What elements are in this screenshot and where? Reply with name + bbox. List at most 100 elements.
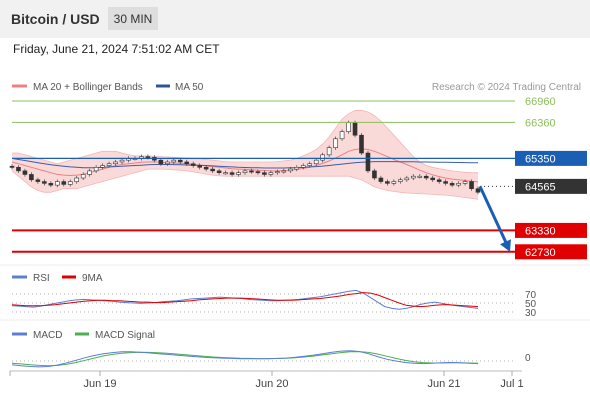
- candle-body: [171, 159, 177, 163]
- level-label-63330: 63330: [525, 225, 556, 237]
- candle-body: [48, 183, 54, 186]
- candle-body: [255, 171, 261, 174]
- price-legend: MA 20 + Bollinger Bands MA 50 Research ©…: [12, 82, 581, 93]
- level-tag-64565: [515, 178, 587, 194]
- x-axis: Jun 19 Jun 20 Jun 21 Jul 1: [9, 370, 524, 390]
- candle-body: [326, 147, 332, 156]
- level-tag-65350: [515, 150, 587, 166]
- candle-body: [404, 177, 410, 181]
- candle-body: [249, 170, 254, 173]
- ma20-legend-label: MA 20 + Bollinger Bands: [33, 82, 143, 93]
- candle-body: [469, 181, 474, 189]
- level-tag-63330: [515, 222, 587, 238]
- timeframe-button[interactable]: 30 MIN: [108, 7, 158, 30]
- candle-body: [262, 172, 267, 175]
- rsi-9ma-line: [11, 292, 479, 308]
- rsi-line: [11, 289, 479, 310]
- candle-body: [203, 167, 209, 170]
- candle-body: [456, 183, 461, 186]
- candle-body: [87, 170, 92, 175]
- candle-body: [210, 168, 215, 172]
- candle-body: [385, 181, 390, 184]
- candle-body: [158, 159, 164, 165]
- level-label-65350: 65350: [525, 153, 556, 165]
- candle-body: [236, 172, 241, 175]
- candle-body: [184, 161, 190, 165]
- bollinger-lower-line: [11, 168, 479, 200]
- bollinger-band: [12, 110, 478, 200]
- candle-body: [443, 181, 448, 184]
- candle-body: [378, 177, 384, 182]
- candle-body: [333, 138, 338, 148]
- level-label-66960: 66960: [525, 96, 556, 108]
- timestamp: Friday, June 21, 2024 7:51:02 AM CET: [13, 42, 220, 56]
- candle-body: [67, 181, 73, 185]
- macd-legend: MACD MACD Signal: [12, 330, 155, 341]
- candle-body: [462, 181, 468, 184]
- candle-body: [16, 167, 21, 172]
- macd-line: [11, 350, 479, 368]
- x-tick-label: Jun 21: [427, 378, 460, 390]
- candle-body: [307, 163, 313, 166]
- candle-body: [74, 177, 80, 182]
- candle-body: [320, 154, 325, 161]
- candle-body: [410, 175, 416, 179]
- level-label-62730: 62730: [525, 247, 556, 259]
- candle-body: [275, 171, 280, 174]
- candle-body: [223, 172, 228, 175]
- candle-body: [346, 122, 351, 132]
- candle-body: [475, 188, 481, 193]
- page-title: Bitcoin / USD: [11, 11, 100, 27]
- x-tick-label: Jul 1: [500, 378, 523, 390]
- candle-body: [391, 181, 397, 184]
- header-bar: Bitcoin / USD 30 MIN: [0, 0, 590, 38]
- macd-signal-legend-label: MACD Signal: [95, 330, 155, 341]
- ma50-line: [11, 157, 478, 169]
- macd-legend-label: MACD: [33, 330, 62, 341]
- rsi-level-label-30: 30: [525, 308, 537, 319]
- candle-body: [165, 161, 170, 165]
- candle-body: [216, 170, 222, 173]
- candle-body: [106, 163, 112, 166]
- forecast-arrow-head: [500, 239, 511, 252]
- x-tick-label: Jun 20: [255, 378, 288, 390]
- level-label-66360: 66360: [525, 117, 556, 129]
- candle-body: [398, 179, 403, 182]
- candle-body: [9, 165, 15, 168]
- candle-body: [93, 167, 99, 172]
- candle-body: [42, 181, 47, 184]
- candle-body: [80, 174, 86, 179]
- candle-body: [229, 172, 235, 175]
- level-label-64565: 64565: [525, 181, 556, 193]
- candle-body: [35, 179, 41, 182]
- candle-body: [417, 175, 423, 178]
- macd-panel: 0: [11, 350, 531, 368]
- candle-body: [300, 165, 306, 168]
- ma50-legend-label: MA 50: [175, 82, 204, 93]
- candle-body: [268, 172, 274, 175]
- candle-body: [436, 179, 442, 182]
- candle-body: [352, 122, 358, 136]
- candle-body: [423, 175, 429, 179]
- candle-body: [190, 163, 196, 166]
- rsi-9ma-legend-label: 9MA: [82, 273, 103, 284]
- level-tag-62730: [515, 244, 587, 260]
- candle-body: [22, 170, 28, 175]
- price-panel: 66960 66360 65350 64565 63330 62730: [9, 96, 587, 260]
- candle-body: [339, 131, 345, 140]
- candle-body: [145, 156, 151, 159]
- candle-body: [430, 177, 435, 181]
- rsi-legend: RSI 9MA: [12, 273, 103, 284]
- rsi-level-label-50: 50: [525, 299, 537, 310]
- x-tick-label: Jun 19: [83, 378, 116, 390]
- candle-body: [197, 165, 202, 168]
- candle-body: [313, 159, 319, 165]
- candle-body: [177, 159, 183, 163]
- candle-body: [288, 168, 293, 172]
- rsi-legend-label: RSI: [33, 273, 50, 284]
- candle-body: [449, 183, 455, 186]
- bollinger-upper-line: [12, 109, 478, 174]
- candle-body: [365, 152, 371, 172]
